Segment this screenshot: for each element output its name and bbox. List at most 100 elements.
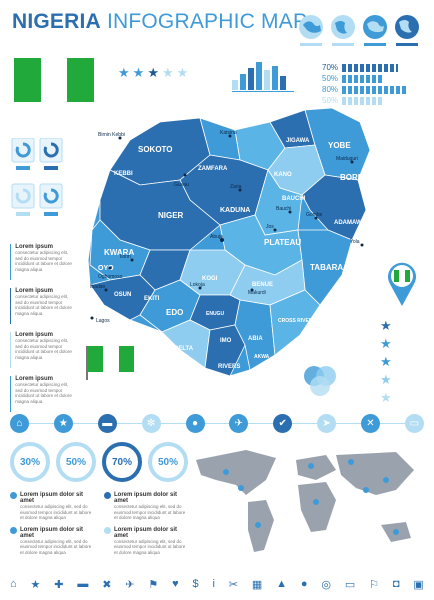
city-label-bauchi: Bauchi (276, 206, 291, 212)
city-label-abuja: Abuja (210, 234, 223, 240)
state-label-kebbi: KEBBI (114, 171, 133, 177)
side-text-item: Lorem ipsum consectetur adipiscing elit, … (10, 376, 76, 412)
pin-icon[interactable]: ● (300, 578, 308, 590)
percent-rings: 30% 50% 70% 50% (10, 442, 188, 482)
info-icon[interactable]: i (212, 578, 215, 590)
bottom-text-item: Lorem ipsum dolor sit amet consectetur ad… (104, 492, 190, 521)
nigeria-map: SOKOTO JIGAWA YOBE BORNO KANO KEBBI ZAMF… (87, 107, 371, 377)
globe-icon (363, 15, 387, 39)
state-label-kwara: KWARA (104, 248, 134, 257)
state-label-sokoto: SOKOTO (138, 145, 173, 154)
state-label-edo: EDO (166, 308, 183, 317)
city-label-lokoja: Lokoja (190, 282, 205, 288)
heart-icon[interactable]: ♥ (172, 578, 179, 590)
globes-row (299, 15, 419, 46)
state-label-borno: BORNO (340, 173, 370, 182)
cutlery-icon[interactable]: ✕ (361, 414, 380, 433)
lock-icon[interactable]: ◘ (392, 578, 400, 590)
nigeria-flag-small (88, 346, 134, 372)
star-icon: ★ (380, 390, 392, 405)
star-icon: ★ (380, 372, 392, 387)
percent-row: 80% (322, 84, 426, 95)
city-label-makurdi: Makurdi (248, 290, 266, 296)
car-icon[interactable]: ▬ (97, 414, 117, 433)
percent-row: 50% (322, 73, 426, 84)
city-label-maiduguri: Maiduguri (336, 156, 358, 162)
timeline-line (14, 423, 420, 424)
state-label-abia: ABIA (248, 336, 263, 342)
star-icon: ★ (176, 65, 189, 80)
state-label-akwa: AKWA (254, 354, 270, 360)
send-icon[interactable]: ➤ (317, 414, 337, 433)
bed-icon[interactable]: ▭ (404, 414, 424, 433)
state-label-rivers: RIVERS (218, 364, 240, 370)
star-icon: ★ (380, 336, 392, 351)
rating-stars: ★ ★ ★ ★ ★ (118, 64, 191, 82)
bottom-text-item: Lorem ipsum dolor sit amet consectetur ad… (104, 526, 190, 556)
globe-icon (395, 15, 419, 39)
plane-icon[interactable]: ✈ (125, 579, 135, 591)
world-map (196, 450, 414, 552)
grid-icon[interactable]: ▦ (251, 579, 263, 591)
people-bar (342, 74, 422, 83)
percent-ring: 50% (148, 442, 188, 482)
star-icon[interactable]: ★ (53, 414, 73, 433)
state-label-taraba: TABARA (310, 263, 343, 272)
monitor-icon[interactable]: ▣ (413, 579, 424, 591)
bottom-icon-strip: ⌂ ★ ✚ ▬ ✖ ✈ ⚑ ♥ $ i ✂ ▦ ▲ ● ◎ ▭ ⚐ ◘ ▣ (10, 578, 424, 591)
percent-ring: 30% (10, 442, 50, 482)
dollar-icon[interactable]: $ (192, 578, 199, 590)
tools-icon[interactable]: ✂ (228, 579, 238, 591)
bottom-text-item: Lorem ipsum dolor sit amet consectetur ad… (10, 492, 96, 521)
home-icon[interactable]: ⌂ (10, 414, 29, 433)
city-label-yola: Yola (350, 239, 360, 245)
state-label-kogi: KOGI (202, 276, 218, 282)
city-label-gusau: Gusau (174, 182, 189, 188)
star-icon: ★ (380, 318, 392, 333)
people-bar (342, 85, 422, 94)
cross-icon[interactable]: ✖ (102, 579, 112, 591)
city-label-ogbomoso: Ogbomoso (98, 274, 123, 280)
bottom-text-item: Lorem ipsum dolor sit amet consectetur ad… (10, 526, 96, 556)
flag2-icon[interactable]: ⚐ (369, 579, 379, 591)
city-label-lagos: Lagos (96, 318, 110, 324)
population-percent-rows: 70% 50% 80% 50% (322, 62, 426, 106)
state-label-kaduna: KADUNA (220, 207, 250, 214)
state-label-niger: NIGER (158, 211, 184, 220)
star-icon: ★ (118, 65, 130, 80)
state-label-osun: OSUN (114, 292, 131, 298)
state-label-oyo: OYO (98, 265, 114, 272)
chat-icon[interactable]: ▭ (344, 579, 356, 591)
star-icon: ★ (380, 354, 392, 369)
percent-ring: 70% (102, 442, 142, 482)
city-label-katsina: Katsina (220, 130, 237, 136)
home-icon[interactable]: ⌂ (10, 578, 17, 590)
state-label-bauchi: BAUCHI (282, 196, 306, 202)
left-widgets (11, 138, 63, 216)
venn-circles (304, 366, 336, 396)
car-icon[interactable]: ▬ (77, 578, 89, 590)
tent-icon[interactable]: ▲ (276, 578, 287, 590)
side-text-list: Lorem ipsum consectetur adipiscing elit, … (10, 244, 76, 412)
plus-icon[interactable]: ✚ (54, 579, 64, 591)
state-label-yobe: YOBE (328, 141, 351, 150)
city-label-zaria: Zaria (230, 184, 242, 190)
state-label-zamfara: ZAMFARA (198, 166, 228, 172)
flower-icon[interactable]: ✻ (141, 414, 161, 433)
state-label-cross-river: CROSS RIVER (278, 318, 313, 324)
plane-icon[interactable]: ✈ (229, 414, 249, 433)
side-text-item: Lorem ipsum consectetur adipiscing elit, … (10, 244, 76, 280)
city-label-jos: Jos (266, 224, 274, 230)
star-icon[interactable]: ★ (30, 579, 41, 591)
star-icon: ★ (132, 65, 145, 80)
icon-timeline: ⌂ ★ ▬ ✻ ● ✈ ✔ ➤ ✕ ▭ (10, 414, 424, 433)
check-icon[interactable]: ✔ (273, 414, 293, 433)
flag-icon[interactable]: ⚑ (148, 579, 159, 591)
state-label-ekiti: EKITI (144, 296, 160, 302)
star-icon: ★ (147, 65, 159, 80)
mini-bar-chart (232, 60, 294, 92)
flag-pin-icon (388, 262, 416, 306)
pin-icon[interactable]: ● (185, 414, 205, 433)
compass-icon[interactable]: ◎ (321, 579, 331, 591)
city-label-gombe: Gombe (306, 212, 323, 218)
